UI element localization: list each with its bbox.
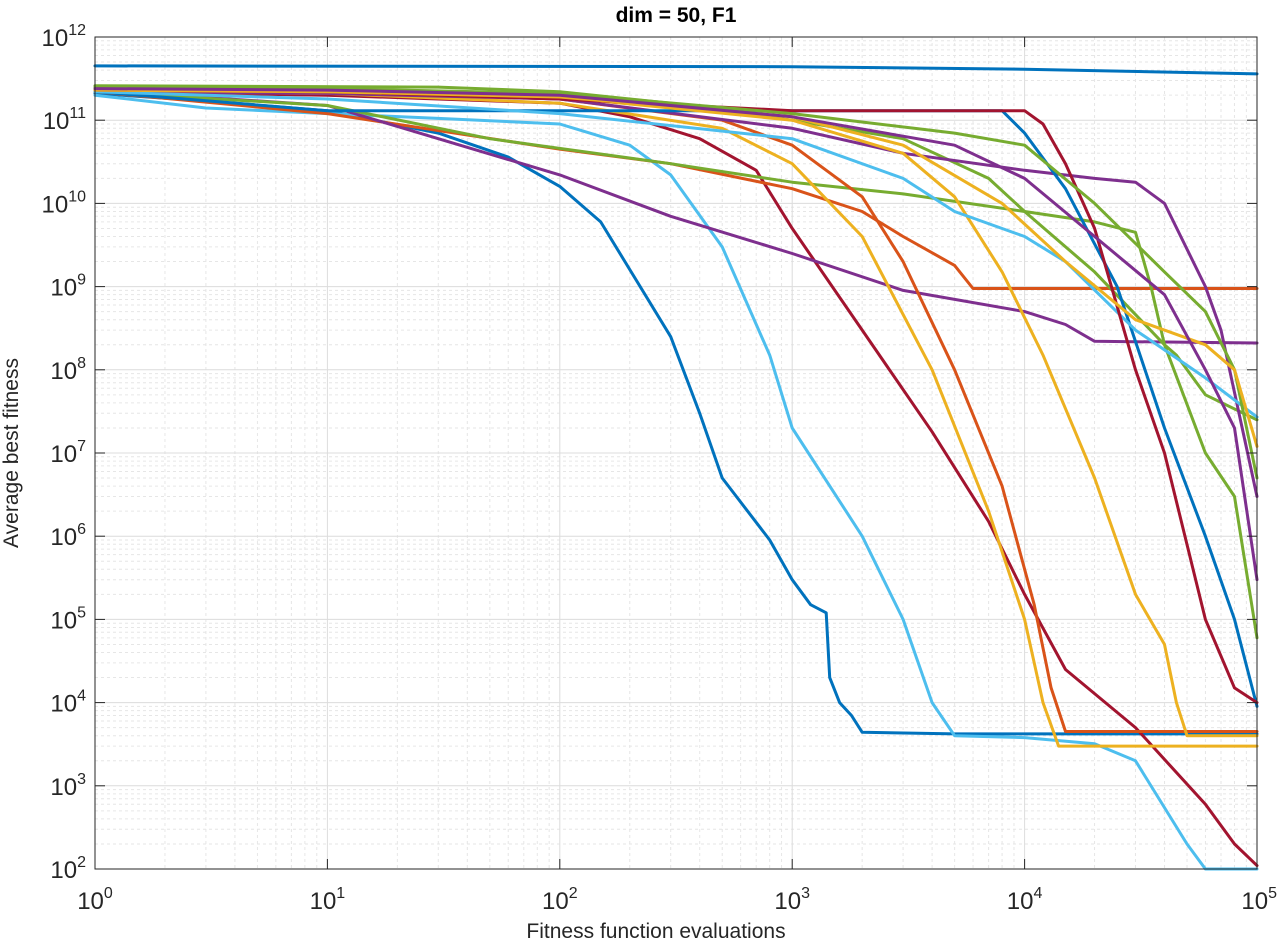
y-tick-label: 1012 <box>42 22 87 52</box>
series-line-s18 <box>93 87 1259 582</box>
series-line-s16 <box>93 85 1259 480</box>
series-line-s14 <box>93 90 1259 419</box>
y-tick-label: 105 <box>50 604 86 634</box>
y-tick-label: 109 <box>50 272 86 302</box>
y-tick-label: 106 <box>50 521 86 551</box>
series-line-s2 <box>93 91 1259 736</box>
series-line-s3 <box>93 93 1259 871</box>
x-axis-label: Fitness function evaluations <box>526 920 785 943</box>
y-axis-label: Average best fitness <box>0 358 23 548</box>
x-tick-label: 100 <box>77 885 113 915</box>
y-tick-label: 102 <box>50 854 86 884</box>
y-tick-label: 108 <box>50 355 86 385</box>
ticks: 100 101 102 103 104 105 102 103 104 105 106 107 108 1… <box>42 22 1278 915</box>
x-tick-label: 105 <box>1241 885 1277 915</box>
x-tick-label: 102 <box>542 885 578 915</box>
chart-title: dim = 50, F1 <box>616 4 737 27</box>
y-tick-label: 1010 <box>42 188 87 218</box>
y-tick-label: 103 <box>50 771 86 801</box>
series-line-s17 <box>93 88 1259 448</box>
x-tick-label: 101 <box>310 885 346 915</box>
series-group <box>93 64 1259 871</box>
series-line-s10 <box>93 84 1259 640</box>
y-tick-label: 107 <box>50 438 86 468</box>
series-line-s6 <box>93 88 1259 345</box>
y-tick-label: 104 <box>50 688 86 718</box>
y-tick-label: 1011 <box>43 105 86 135</box>
x-tick-label: 104 <box>1007 885 1043 915</box>
series-line-s7 <box>93 90 1259 422</box>
x-tick-label: 103 <box>774 885 810 915</box>
series-line-s8 <box>93 90 1259 748</box>
series-line-s1 <box>93 64 1259 76</box>
